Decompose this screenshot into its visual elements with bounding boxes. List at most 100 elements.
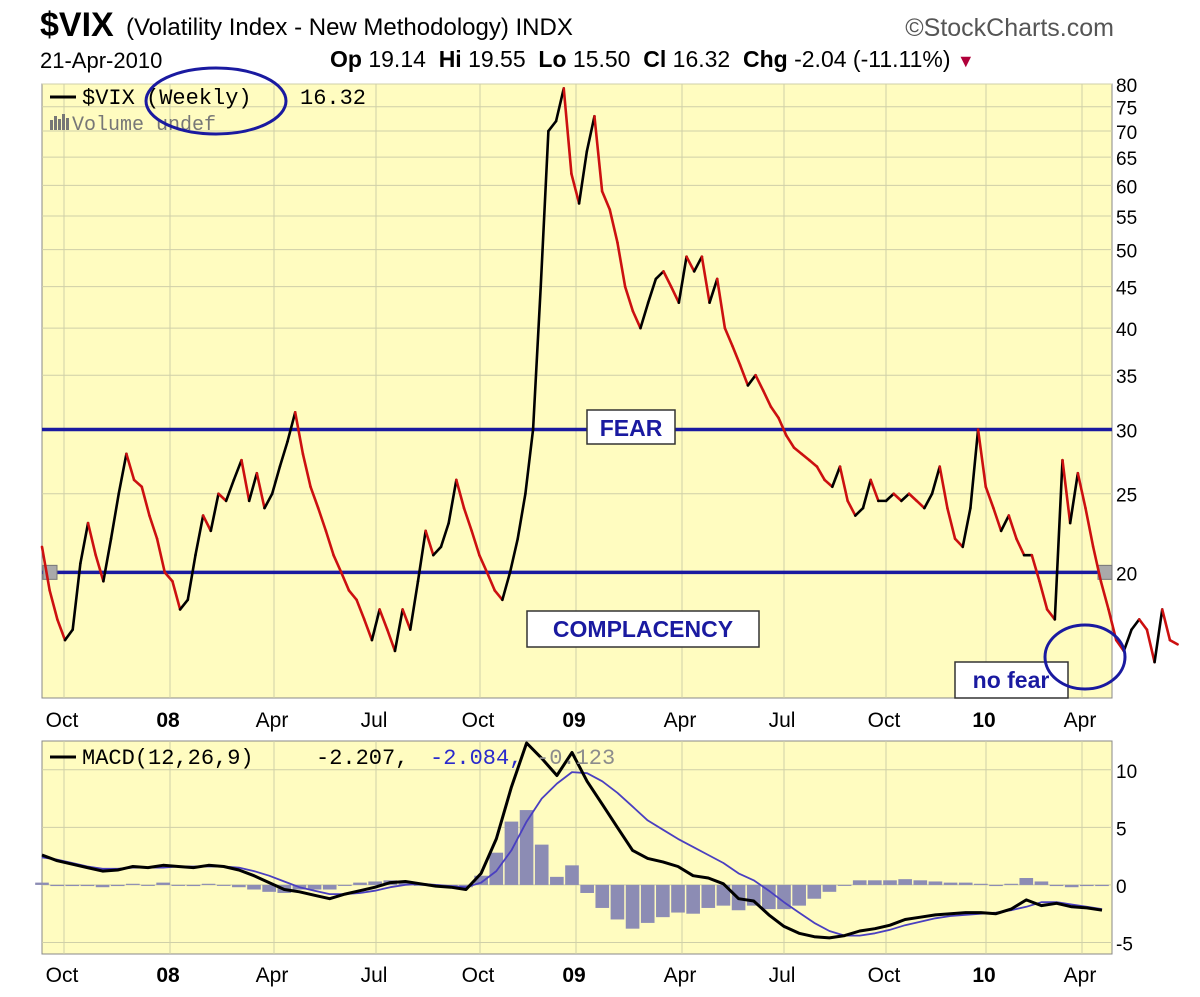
- no-fear-label-box: [954, 661, 1069, 699]
- price-panel: [41, 83, 1113, 699]
- vix-segment: [201, 514, 213, 533]
- vix-segment: [232, 458, 243, 482]
- price-y-tick-label: 55: [1116, 208, 1137, 229]
- vix-segment: [585, 114, 596, 154]
- vix-segment: [71, 562, 82, 631]
- histogram-bar: [95, 884, 110, 888]
- vix-segment: [631, 309, 642, 330]
- x-tick-label: Apr: [1064, 709, 1097, 732]
- x-tick-label: Apr: [256, 709, 289, 732]
- vix-segment: [132, 478, 144, 489]
- vix-segment: [984, 485, 995, 510]
- histogram-bar: [50, 884, 64, 887]
- vix-segment: [669, 285, 681, 305]
- histogram-bar: [580, 884, 594, 893]
- vix-segment: [1122, 628, 1133, 653]
- histogram-bar: [80, 884, 95, 887]
- histogram-bar: [762, 884, 776, 910]
- x-tick-label: Apr: [256, 964, 289, 987]
- vix-segment: [746, 373, 757, 387]
- x-tick-label: Oct: [46, 964, 79, 987]
- vix-segment: [339, 571, 351, 592]
- vix-segment: [485, 571, 497, 592]
- vix-segment: [861, 478, 872, 510]
- ohlc-bar: Op 19.14 Hi 19.55 Lo 15.50 Cl 16.32 Chg …: [330, 46, 975, 73]
- macd-y-tick-label: 0: [1116, 877, 1127, 898]
- vix-segment: [186, 553, 197, 602]
- histogram-bar: [625, 884, 640, 929]
- macd-legend-label: MACD(12,26,9): [82, 746, 254, 771]
- histogram-bar: [792, 884, 806, 906]
- vix-segment: [738, 363, 750, 387]
- price-y-tick-label: 65: [1116, 149, 1137, 170]
- vix-segment: [969, 428, 980, 510]
- legend-period: (Weekly): [146, 86, 252, 111]
- histogram-bar: [868, 880, 882, 885]
- histogram-bar: [807, 884, 822, 899]
- price-y-tick-label: 45: [1116, 279, 1137, 300]
- vix-segment: [247, 471, 259, 503]
- low-value: 15.50: [572, 46, 631, 72]
- macd-y-tick-label: 5: [1116, 819, 1127, 840]
- vix-segment: [616, 241, 627, 288]
- histogram-bar: [1049, 884, 1064, 887]
- vix-segment: [140, 485, 151, 517]
- histogram-bar: [883, 880, 897, 885]
- vix-segment: [1153, 608, 1164, 664]
- vix-segment: [646, 277, 658, 305]
- histogram-bar: [1080, 884, 1094, 887]
- vix-segment: [784, 434, 796, 449]
- histogram-bar: [126, 883, 140, 885]
- price-y-tick-label: 25: [1116, 486, 1137, 507]
- histogram-bar: [686, 884, 700, 914]
- vix-segment: [408, 579, 420, 631]
- vix-segment: [884, 492, 895, 503]
- histogram-bar: [974, 883, 988, 885]
- histogram-bar: [671, 884, 685, 913]
- vix-segment: [347, 589, 358, 602]
- price-y-tick-label: 30: [1116, 422, 1137, 443]
- vix-segment: [815, 465, 826, 482]
- vix-segment: [255, 471, 266, 510]
- vix-segment: [708, 277, 719, 305]
- vix-segment: [125, 452, 136, 482]
- vix-segment: [1015, 537, 1026, 557]
- vix-segment: [976, 428, 988, 489]
- vix-segment: [1053, 458, 1064, 621]
- vix-segment: [109, 492, 121, 541]
- vix-segment: [1076, 471, 1087, 510]
- macd-y-axis: -5 0 5 10: [1116, 762, 1137, 956]
- vix-segment: [286, 411, 297, 443]
- histogram-bar: [822, 884, 837, 892]
- vix-segment: [1084, 506, 1095, 549]
- macd-lines: [41, 741, 1103, 940]
- symbol-title: $VIX: [40, 6, 114, 44]
- x-tick-label: 09: [562, 964, 585, 987]
- vix-segment: [1145, 628, 1156, 664]
- vix-segment: [378, 608, 389, 631]
- vix-segment: [577, 150, 589, 205]
- x-tick-label: Jul: [769, 709, 796, 732]
- brand-link[interactable]: ©StockCharts.com: [905, 14, 1114, 42]
- vix-segment: [1068, 471, 1080, 525]
- x-tick-label: Oct: [462, 709, 495, 732]
- vix-segment: [462, 506, 473, 533]
- vix-segment: [953, 537, 965, 549]
- vix-segment: [455, 478, 466, 510]
- vix-segment: [171, 579, 182, 611]
- quote-date: 21-Apr-2010: [40, 48, 163, 73]
- price-y-tick-label: 40: [1116, 320, 1137, 341]
- vix-segment: [416, 529, 427, 583]
- histogram-bar: [701, 884, 716, 908]
- histogram-bar: [913, 880, 928, 885]
- vix-segment: [1045, 608, 1057, 621]
- vix-segment: [723, 326, 734, 348]
- histogram-bar: [1019, 878, 1034, 885]
- histogram-bar: [504, 821, 519, 885]
- vix-segment: [86, 521, 98, 557]
- vix-segment: [692, 255, 704, 273]
- vix-segment: [654, 270, 665, 281]
- vix-segment: [48, 589, 59, 621]
- vix-segment: [846, 499, 857, 517]
